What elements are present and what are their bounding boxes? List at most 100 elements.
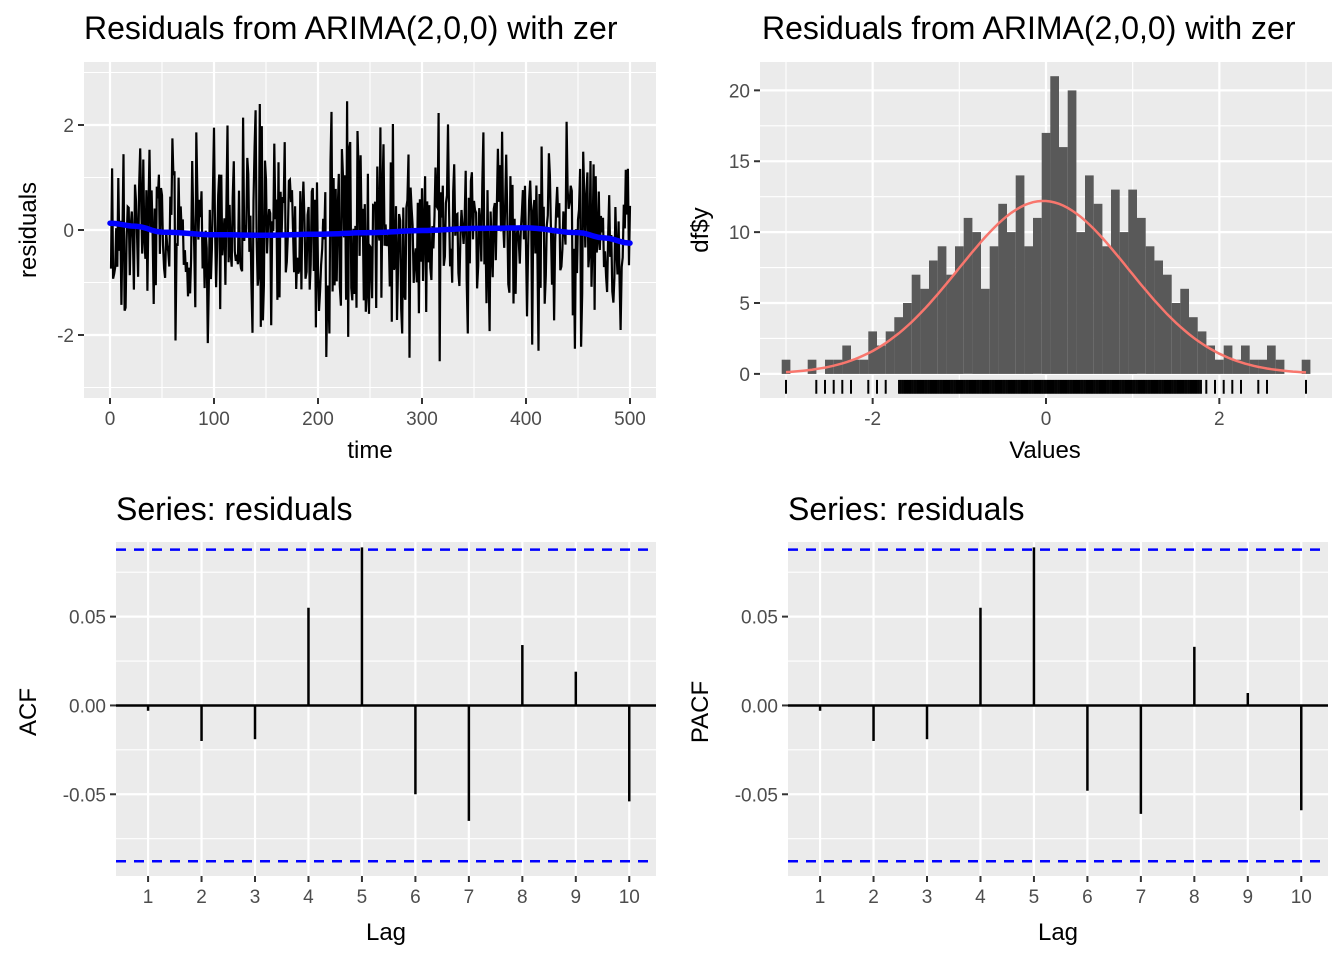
x-tick-label: 100 <box>198 409 230 430</box>
histogram-bar <box>1050 76 1059 374</box>
x-tick-label: 0 <box>105 409 116 430</box>
histogram-bar <box>1223 345 1233 374</box>
histogram-bar <box>1145 246 1155 374</box>
data-marks <box>781 76 1311 394</box>
x-tick-label: 5 <box>357 887 368 908</box>
x-tick-label: 500 <box>614 409 646 430</box>
x-tick-label: -2 <box>864 409 881 430</box>
histogram-bar <box>868 331 877 374</box>
y-tick-label: 15 <box>729 152 750 173</box>
x-tick-label: 1 <box>143 887 154 908</box>
plot-panel <box>116 542 656 876</box>
x-tick-label: 9 <box>1243 887 1254 908</box>
histogram-bar <box>903 303 912 374</box>
histogram-bar <box>1111 189 1120 374</box>
x-tick-label: 4 <box>303 887 314 908</box>
histogram-bar <box>911 274 921 374</box>
histogram-bar <box>1137 217 1146 374</box>
histogram-bar <box>833 359 843 374</box>
x-axis-title: Values <box>1009 437 1081 464</box>
histogram-bar <box>781 359 791 374</box>
pacf-chart: Series: residuals 1 2 3 4 5 6 7 8 9 10 -0.05 0.00 0.… <box>687 491 1328 946</box>
y-tick-label: 0.05 <box>741 608 778 629</box>
histogram-bar <box>1197 331 1207 374</box>
histogram-bar <box>1171 303 1181 374</box>
histogram-bar <box>989 246 999 374</box>
histogram-bar <box>1067 90 1077 374</box>
histogram-bar <box>807 359 817 374</box>
y-tick-label: 0 <box>739 365 750 386</box>
histogram-bar <box>877 345 886 374</box>
x-tick-label: 6 <box>410 887 421 908</box>
histogram-bar <box>1015 175 1025 374</box>
chart-title: Residuals from ARIMA(2,0,0) with zer <box>84 10 618 46</box>
chart-title: Series: residuals <box>116 491 353 527</box>
data-marks <box>107 101 633 362</box>
y-axis-title: residuals <box>15 182 42 278</box>
x-axis-title: Lag <box>366 919 406 946</box>
y-tick-label: 5 <box>739 294 750 315</box>
y-tick-label: 0 <box>63 221 74 242</box>
x-tick-label: 8 <box>517 887 528 908</box>
chart-title: Residuals from ARIMA(2,0,0) with zer <box>762 10 1296 46</box>
x-tick-label: 7 <box>1136 887 1147 908</box>
x-tick-label: 8 <box>1189 887 1200 908</box>
tick-labels: 0 100 200 300 400 500 -2 0 2 <box>57 116 646 430</box>
plot-panel <box>788 542 1328 876</box>
x-tick-label: 3 <box>250 887 261 908</box>
y-axis-title: df$y <box>687 207 714 252</box>
histogram-bar <box>1041 132 1051 374</box>
histogram-bar <box>1128 189 1137 374</box>
histogram-bar <box>1232 359 1241 374</box>
x-tick-label: 200 <box>302 409 334 430</box>
x-axis-title: Lag <box>1038 919 1078 946</box>
histogram-bar <box>1024 246 1033 374</box>
tick-labels: 1 2 3 4 5 6 7 8 9 10 -0.05 0.00 0.05 <box>735 608 1312 908</box>
histogram-bar <box>842 345 851 374</box>
histogram-bar <box>851 359 860 374</box>
histogram-bar <box>1059 147 1068 374</box>
x-tick-label: 10 <box>619 887 640 908</box>
histogram-bar <box>1033 217 1042 374</box>
histogram-bar <box>859 359 869 374</box>
x-tick-label: 400 <box>510 409 542 430</box>
histogram-bar <box>894 317 903 374</box>
histogram-bar <box>1275 359 1285 374</box>
y-tick-label: -0.05 <box>735 785 778 806</box>
y-tick-label: 0.00 <box>69 696 106 717</box>
residuals-line <box>109 101 632 362</box>
histogram-bar <box>1163 274 1172 374</box>
y-tick-label: 0.05 <box>69 608 106 629</box>
y-tick-label: 0.00 <box>741 696 778 717</box>
histogram-bar <box>920 288 929 374</box>
x-tick-label: 300 <box>406 409 438 430</box>
x-tick-label: 2 <box>868 887 879 908</box>
data-marks <box>788 547 1328 863</box>
histogram-bar <box>1007 232 1016 374</box>
histogram-bar <box>1267 345 1276 374</box>
x-tick-label: 4 <box>975 887 986 908</box>
histogram-bar <box>1085 175 1094 374</box>
histogram-bar <box>963 217 973 374</box>
y-axis-title: ACF <box>15 688 42 736</box>
y-tick-label: 10 <box>729 223 750 244</box>
histogram-bar <box>1301 359 1311 374</box>
x-axis-title: time <box>347 437 392 464</box>
x-tick-label: 2 <box>196 887 207 908</box>
y-axis-title: PACF <box>687 681 714 743</box>
histogram-bar <box>1154 260 1163 374</box>
histogram-bar <box>885 331 895 374</box>
histogram-bar <box>1189 317 1198 374</box>
histogram-bar <box>1093 203 1103 374</box>
x-tick-label: 3 <box>922 887 933 908</box>
histogram-bar <box>929 260 938 374</box>
residuals-histogram-chart: Residuals from ARIMA(2,0,0) with zer -2 0… <box>687 10 1332 464</box>
acf-chart: Series: residuals 1 2 3 4 5 6 7 8 9 10 -0.05 0.00 0.… <box>15 491 656 946</box>
tick-labels: 1 2 3 4 5 6 7 8 9 10 -0.05 0.00 0.05 <box>63 608 640 908</box>
histogram-bar <box>1119 232 1129 374</box>
histogram-bar <box>1215 359 1224 374</box>
x-tick-label: 10 <box>1291 887 1312 908</box>
histogram-bar <box>955 246 964 374</box>
normal-density-curve <box>785 199 1307 374</box>
